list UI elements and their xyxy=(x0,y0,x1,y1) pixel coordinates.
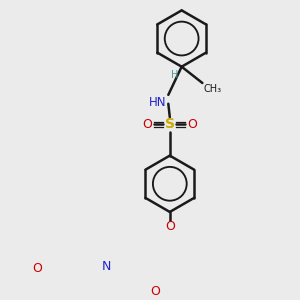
Text: O: O xyxy=(32,262,42,275)
Text: O: O xyxy=(142,118,152,131)
Text: O: O xyxy=(165,220,175,233)
Text: O: O xyxy=(151,285,160,298)
Text: HN: HN xyxy=(149,96,167,109)
Text: S: S xyxy=(165,118,175,131)
Text: CH₃: CH₃ xyxy=(204,85,222,94)
Text: H: H xyxy=(171,70,179,80)
Text: N: N xyxy=(101,260,111,273)
Text: O: O xyxy=(187,118,197,131)
